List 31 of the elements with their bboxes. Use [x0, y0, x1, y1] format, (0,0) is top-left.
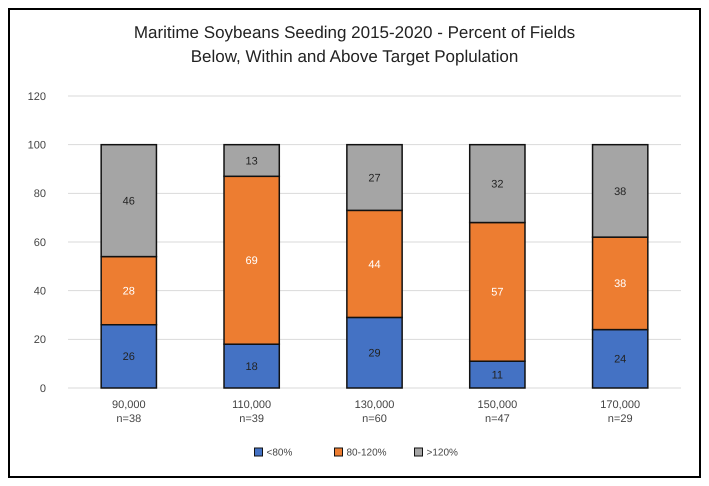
x-tick-label: 150,000 n=47 [477, 399, 518, 425]
y-tick-label: 0 [40, 382, 46, 395]
x-tick-label: 170,000 n=29 [600, 399, 640, 425]
legend-label: >120% [426, 448, 458, 458]
data-label: 26 [122, 351, 135, 364]
data-label: 46 [122, 195, 135, 208]
x-tick-label: 130,000 n=60 [354, 399, 394, 425]
x-tick-label: 110,000 n=39 [232, 399, 272, 425]
y-tick-label: 20 [34, 334, 46, 346]
data-label: 38 [614, 278, 626, 290]
data-label: 32 [491, 178, 504, 190]
data-label: 28 [122, 286, 135, 298]
chart-title: Maritime Soybeans Seeding 2015-2020 - Percent of Fields Below, Within and Above Target Poplulation [134, 23, 576, 66]
data-label: 13 [246, 155, 258, 168]
legend-label: <80% [266, 448, 292, 458]
x-tick-label: 90,000 n=38 [112, 399, 146, 425]
y-tick-label: 60 [34, 236, 46, 249]
y-tick-label: 80 [34, 188, 46, 200]
y-tick-label: 40 [34, 286, 46, 298]
y-tick-label: 120 [28, 90, 46, 103]
y-tick-label: 100 [28, 140, 46, 152]
data-label: 27 [368, 172, 381, 184]
data-label: 29 [368, 348, 381, 360]
data-label: 44 [368, 258, 381, 271]
data-label: 18 [246, 360, 258, 373]
legend-label: 80-120% [346, 448, 387, 458]
data-label: 57 [491, 286, 504, 299]
data-label: 38 [614, 186, 626, 198]
data-label: 24 [614, 354, 626, 366]
data-label: 11 [492, 369, 504, 382]
data-label: 69 [246, 255, 258, 268]
